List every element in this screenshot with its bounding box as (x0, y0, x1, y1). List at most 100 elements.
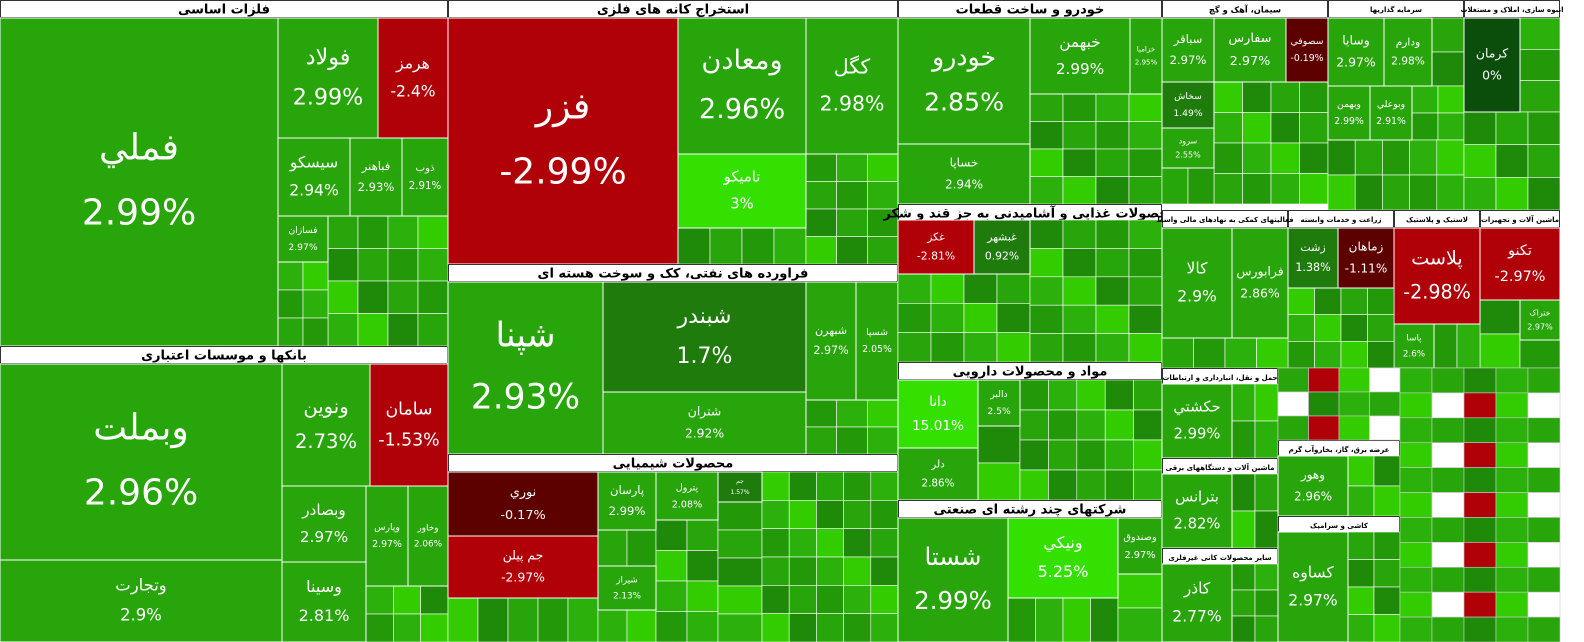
filler-tile (1431, 392, 1465, 419)
sector: ماشین آلات و دستگاههای برقی بترانس 2.82% (1161, 458, 1279, 549)
filler-tile (773, 227, 807, 265)
filler-tile (686, 611, 719, 642)
filler-tile (1479, 299, 1521, 335)
filler-tile (1373, 586, 1401, 615)
sector-header (898, 362, 1162, 380)
sector-title: بانکها و موسسات اعتباری (141, 349, 307, 364)
filler-tile (805, 181, 837, 210)
filler-tile (1095, 248, 1130, 278)
filler-tile (1463, 111, 1497, 145)
filler-tile (1231, 473, 1256, 512)
tile-value: 2.91% (409, 181, 442, 192)
filler-tile (1347, 586, 1375, 615)
tile-label: کساوه (1292, 564, 1334, 583)
filler-tile (327, 215, 359, 249)
filler-tile (1254, 420, 1279, 459)
filler-tile (977, 462, 1021, 501)
tile-label: شتران (688, 403, 722, 419)
filler-tile (1431, 467, 1465, 493)
filler-tile (1495, 591, 1529, 618)
filler-tile (1161, 337, 1194, 369)
filler-tile (1436, 139, 1465, 176)
tile-value: 2.9% (120, 605, 162, 624)
filler-tile (1399, 616, 1433, 642)
tile-value: 2.99% (609, 504, 646, 518)
filler-tile (717, 529, 763, 559)
filler-tile (1029, 276, 1064, 306)
tile-value: 2.94% (289, 182, 339, 200)
filler-tile (1128, 121, 1163, 150)
tile-label: کگل (834, 55, 871, 79)
tile-label: خساپا (950, 156, 979, 170)
filler-tile (1128, 148, 1163, 177)
sector: محصولات شیمیایی نوري -0.17% جم پيلن -2.97% پا… (447, 454, 899, 642)
filler-tile (1287, 314, 1315, 342)
filler-tile (1340, 341, 1368, 369)
tile-label: فباهنر (361, 159, 390, 174)
sector-title: حمل و نقل، انبارداری و ارتباطات (1162, 374, 1277, 382)
tile (1129, 17, 1163, 95)
sector-title: انبوه سازی، املاک و مستغلات (1461, 6, 1564, 14)
tile-label: غکز (926, 230, 945, 243)
filler-tile (1367, 314, 1395, 342)
filler-tile (1213, 173, 1243, 205)
sector-title: کاشی و سرامیک (1310, 522, 1369, 530)
tile (597, 471, 657, 531)
filler-tile (805, 153, 837, 182)
filler-tile (1019, 409, 1049, 441)
filler-tile (1495, 566, 1529, 593)
filler-tile (1527, 542, 1561, 568)
filler-tile (327, 280, 359, 314)
tile (447, 471, 599, 537)
tile-label: ومعادن (701, 45, 782, 76)
filler-tile (1048, 439, 1078, 471)
sector-title: فراورده های نفتی، کک و سوخت هسته ای (538, 267, 809, 282)
filler-tile (1029, 333, 1064, 363)
tile-value: -0.17% (500, 508, 545, 523)
tile-value: 2.6% (1403, 349, 1425, 359)
filler-tile (327, 248, 359, 282)
tile-label: شپنا (495, 316, 555, 356)
filler-tile (1019, 439, 1049, 471)
tile-value: 2.96% (84, 472, 198, 513)
tile-value: 2.93% (358, 180, 395, 194)
filler-tile (1277, 391, 1309, 417)
filler-tile (1242, 173, 1272, 205)
filler-tile (816, 500, 844, 529)
tile (1277, 531, 1349, 642)
sector: فلزات اساسی فملي 2.99% فولاد 2.99% هرمز -2.4% س… (0, 0, 449, 347)
tile-label: سصوفي (1291, 36, 1324, 47)
tile-value: 2.13% (613, 591, 641, 601)
sector: شرکتهای چند رشته ای صنعتی شستا 2.99% ونيكي 5… (897, 500, 1163, 642)
filler-tile (1029, 248, 1064, 278)
filler-tile (1231, 589, 1256, 617)
tile-label: خودرو (930, 42, 996, 72)
filler-tile (1104, 409, 1134, 441)
filler-tile (1270, 142, 1300, 174)
tile-label: فولاد (306, 45, 351, 71)
tile-value: 2.98% (820, 91, 885, 115)
tile (1161, 227, 1233, 339)
filler-tile (1431, 542, 1465, 568)
sector-title: عرضه برق، گاز، بخاروآب گرم (1289, 445, 1390, 454)
tile-label: دالبر (989, 389, 1007, 400)
filler-tile (1431, 417, 1465, 444)
sector: سیمان، آهک و گچ سباقر 2.97% سفارس 2.97% سصوفي… (1161, 0, 1329, 205)
filler-tile (1062, 304, 1097, 334)
filler-tile (1308, 415, 1340, 441)
filler-tile (420, 585, 449, 615)
tile (281, 485, 367, 563)
filler-tile (626, 529, 657, 567)
filler-tile (836, 153, 868, 182)
tile (0, 17, 279, 347)
filler-tile (1495, 111, 1529, 145)
tile-value: 2.94% (945, 177, 983, 191)
tile (1161, 81, 1215, 129)
tile-value: 5.25% (1038, 562, 1089, 581)
filler-tile (686, 519, 719, 551)
filler-tile (1527, 616, 1561, 642)
filler-tile (537, 597, 569, 642)
filler-tile (1187, 167, 1215, 205)
tile-value: 2.97% (1288, 592, 1337, 610)
tile-label: سخاش (1174, 91, 1202, 102)
